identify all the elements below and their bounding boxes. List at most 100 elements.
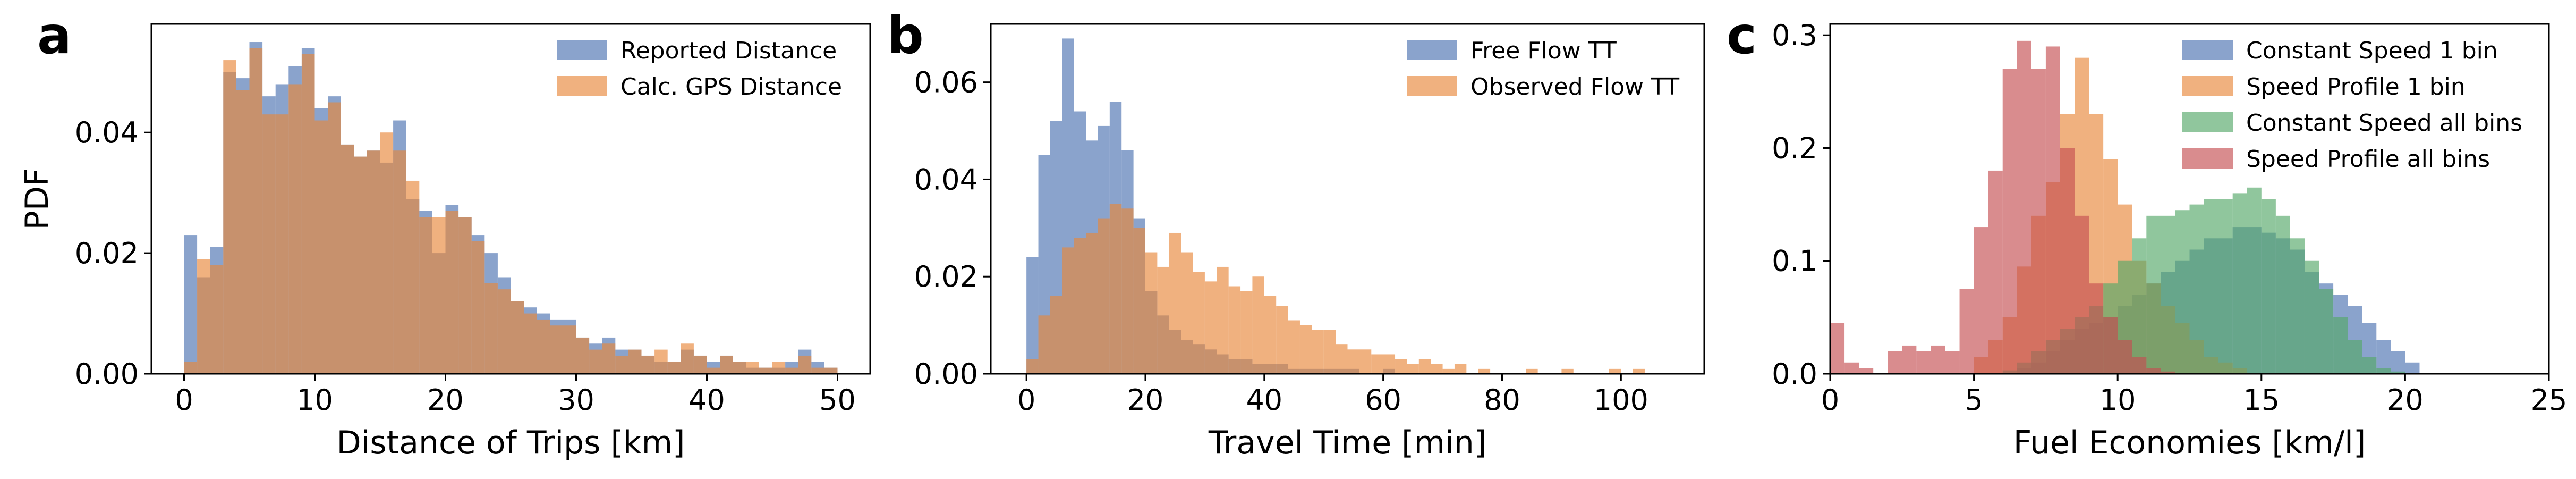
axes-frame-b [990,23,1705,375]
bar-a-s1-49 [824,367,838,374]
x-tick-label-c-3: 15 [2243,383,2280,417]
x-tick-label-c-4: 20 [2387,383,2424,417]
bar-a-s1-27 [537,319,550,374]
axes-frame-a [150,23,871,375]
x-tick-label-b-0: 0 [1017,383,1035,417]
bar-c-s2-35 [2333,317,2348,374]
bar-b-s1-30 [1383,354,1396,374]
x-tick-label-a-3: 30 [558,383,594,417]
bar-a-s1-42 [733,362,746,374]
bar-b-s1-11 [1157,266,1169,374]
bar-b-tail-5 [1633,368,1645,374]
bar-a-s1-34 [628,349,642,374]
bar-b-s1-20 [1264,296,1277,374]
bar-a-s1-46 [785,367,798,374]
y-tick-label-c-1: 0.1 [1772,245,1817,278]
y-tick-label-a-2: 0.04 [75,116,139,149]
bar-c-s3-5 [1902,345,1917,374]
bar-a-s1-24 [497,289,511,374]
x-axis-label-c: Fuel Economies [km/l] [2013,424,2366,461]
bar-a-s1-23 [484,283,498,374]
bar-a-s1-25 [511,301,524,374]
legend-swatch-a-1 [557,76,607,96]
legend-label-b-1: Observed Flow TT [1470,73,1679,100]
x-tick-label-c-0: 0 [1821,383,1839,417]
legend-swatch-a-0 [557,40,607,60]
bar-b-s1-26 [1336,344,1348,374]
bar-c-s3-9 [1959,289,1974,374]
bar-a-s1-33 [615,355,628,374]
panel-letter-c: c [1727,6,1757,65]
bar-c-s2-26 [2204,199,2218,374]
bar-c-s2-32 [2290,238,2305,374]
bar-a-s1-0 [184,362,198,374]
y-tick-label-b-2: 0.04 [914,163,978,196]
bar-c-s2-33 [2304,260,2319,374]
x-tick-label-c-1: 5 [1965,383,1983,417]
bar-a-s1-17 [406,180,420,374]
bar-b-s1-13 [1181,252,1193,374]
bar-c-s3-23 [2161,371,2175,374]
bar-a-s1-29 [563,325,576,374]
bar-b-s1-23 [1299,325,1312,374]
axes-frame-c [1829,23,2550,375]
bar-a-s1-5 [249,48,263,374]
bars-c [1830,40,2420,374]
bar-c-s2-28 [2232,193,2247,374]
bar-b-s1-3 [1062,247,1074,374]
x-tick-label-b-1: 20 [1127,383,1164,417]
bar-b-s1-15 [1204,281,1217,374]
bar-b-s1-16 [1217,266,1229,374]
legend-swatch-b-1 [1407,76,1457,96]
bar-a-s1-14 [367,150,380,374]
bar-b-s0-0 [1026,257,1039,374]
x-tick-label-a-5: 50 [819,383,856,417]
bar-c-s3-2 [1859,368,1874,374]
bar-c-s3-11 [1988,170,2003,374]
bar-b-s1-28 [1359,349,1372,374]
bar-c-s3-20 [2118,340,2132,374]
bar-b-s1-18 [1240,291,1253,374]
bar-a-s1-12 [341,144,354,374]
chart-panel-c: c 0 5 10 15 20 25 0.0 0.1 0.2 0.3 Fuel Economies [k… [1727,6,2567,461]
bar-b-s1-25 [1323,330,1336,374]
chart-panel-b: b 0 20 40 60 80 100 0.00 0.02 0.04 0.06 Travel Time… [887,6,1705,461]
bar-b-s1-1 [1038,315,1050,374]
bar-b-s1-22 [1288,320,1300,374]
bar-a-s1-43 [746,362,759,374]
bar-c-s2-22 [2146,215,2161,374]
bar-a-s1-3 [223,60,236,374]
bar-c-s3-16 [2060,148,2075,374]
bar-a-s1-8 [288,84,302,374]
y-tick-label-b-3: 0.06 [914,66,978,99]
bar-c-s3-10 [1974,227,1988,374]
bar-a-s0-0 [184,235,198,374]
x-tick-label-a-2: 20 [427,383,464,417]
panel-letter-b: b [887,6,924,65]
bar-c-s3-13 [2017,40,2031,374]
bar-a-s1-16 [393,150,406,374]
bar-c-s3-19 [2103,317,2118,374]
bar-a-s1-22 [471,241,485,374]
legend-c: Constant Speed 1 bin Speed Profile 1 bin C… [2182,37,2522,173]
legend-a: Reported Distance Calc. GPS Distance [557,37,842,100]
bar-a-s1-35 [641,355,655,374]
bar-c-s0-40 [2405,362,2420,374]
bar-a-s1-38 [681,343,694,374]
bar-c-s3-18 [2089,283,2104,374]
legend-label-a-1: Calc. GPS Distance [620,73,842,100]
bar-c-s3-8 [1945,351,1960,374]
x-tick-label-a-0: 0 [175,383,193,417]
legend-swatch-c-3 [2182,148,2233,169]
bar-a-s1-28 [550,325,563,374]
bar-a-s1-47 [798,355,812,374]
y-tick-label-c-2: 0.2 [1772,131,1817,165]
bar-b-tail-0 [1454,364,1467,374]
bar-b-s1-31 [1395,359,1407,374]
bar-a-s1-20 [445,211,459,374]
bar-a-s1-7 [275,114,289,374]
bar-a-s1-15 [380,132,394,374]
bar-a-s1-32 [602,343,616,374]
bar-c-s2-21 [2132,238,2147,374]
x-tick-label-c-5: 25 [2531,383,2568,417]
